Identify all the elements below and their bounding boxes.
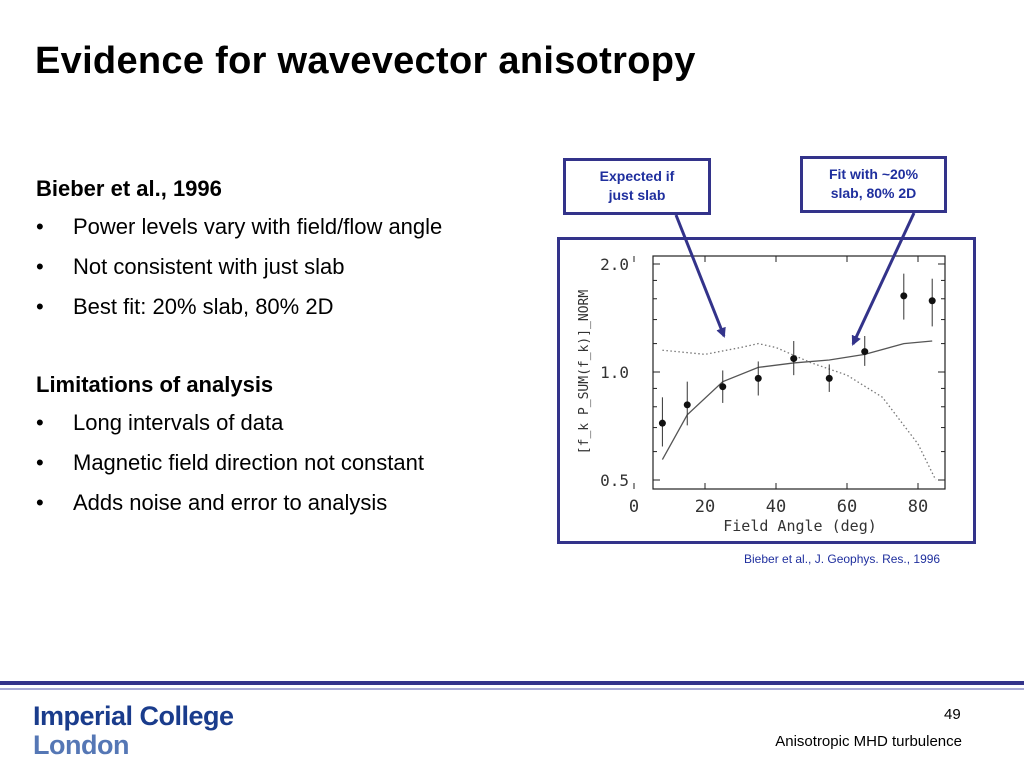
data-point bbox=[658, 419, 666, 427]
imperial-college-logo: Imperial College London bbox=[33, 702, 234, 760]
bullet-item: Adds noise and error to analysis bbox=[36, 486, 506, 520]
text-column: Bieber et al., 1996 Power levels vary wi… bbox=[36, 172, 506, 526]
callout-line: Fit with ~20% bbox=[828, 166, 919, 182]
x-tick-label: 20 bbox=[695, 497, 715, 517]
callout-arrow-slab bbox=[674, 214, 726, 338]
bullet-item: Long intervals of data bbox=[36, 406, 506, 440]
section-heading-bieber: Bieber et al., 1996 bbox=[36, 176, 222, 201]
section-heading-limitations: Limitations of analysis bbox=[36, 372, 274, 397]
x-tick-label: 60 bbox=[837, 497, 857, 517]
plot-axes-box bbox=[652, 255, 946, 490]
x-tick-label: 0 bbox=[629, 497, 639, 517]
bullet-item: Magnetic field direction not constant bbox=[36, 446, 506, 480]
y-tick-label: 1.0 bbox=[600, 363, 629, 382]
data-point bbox=[900, 292, 908, 300]
callout-line: just slab bbox=[608, 187, 666, 203]
bullet-item: Power levels vary with field/flow angle bbox=[36, 210, 506, 244]
y-tick-label: 0.5 bbox=[600, 471, 629, 490]
data-point bbox=[861, 348, 869, 356]
slab-model-line bbox=[662, 342, 937, 481]
plot-frame bbox=[557, 237, 976, 544]
callout-expected-slab: Expected if just slab bbox=[563, 158, 711, 215]
logo-text: Imperial College bbox=[33, 701, 234, 731]
footer-rule-thin bbox=[0, 688, 1024, 690]
figure-citation: Bieber et al., J. Geophys. Res., 1996 bbox=[744, 552, 941, 566]
bullet-list-findings: Power levels vary with field/flow angle … bbox=[36, 210, 506, 324]
data-point bbox=[719, 383, 727, 391]
x-tick-label: 40 bbox=[766, 497, 786, 517]
x-tick-label: 80 bbox=[908, 497, 928, 517]
callout-line: slab, 80% 2D bbox=[830, 185, 917, 201]
y-axis-label: [f_k P_SUM(f_k)]_NORM bbox=[577, 290, 592, 455]
footer-caption: Anisotropic MHD turbulence bbox=[775, 733, 962, 750]
page-title: Evidence for wavevector anisotropy bbox=[35, 40, 696, 82]
data-point bbox=[754, 374, 762, 382]
data-point bbox=[928, 297, 936, 305]
callout-line: Expected if bbox=[599, 168, 675, 184]
logo-text: London bbox=[33, 730, 129, 760]
data-point bbox=[790, 355, 798, 363]
page-number: 49 bbox=[944, 706, 961, 723]
data-point bbox=[683, 401, 691, 409]
callout-arrow-fit bbox=[851, 212, 916, 346]
x-axis-label: Field Angle (deg) bbox=[723, 517, 877, 535]
bullet-item: Best fit: 20% slab, 80% 2D bbox=[36, 290, 506, 324]
data-point bbox=[825, 374, 833, 382]
bullet-item: Not consistent with just slab bbox=[36, 250, 506, 284]
fit-model-line bbox=[661, 340, 933, 460]
bullet-list-limitations: Long intervals of data Magnetic field di… bbox=[36, 406, 506, 520]
callout-fit: Fit with ~20% slab, 80% 2D bbox=[800, 156, 947, 213]
footer-rule bbox=[0, 681, 1024, 685]
y-tick-label: 2.0 bbox=[600, 255, 629, 274]
